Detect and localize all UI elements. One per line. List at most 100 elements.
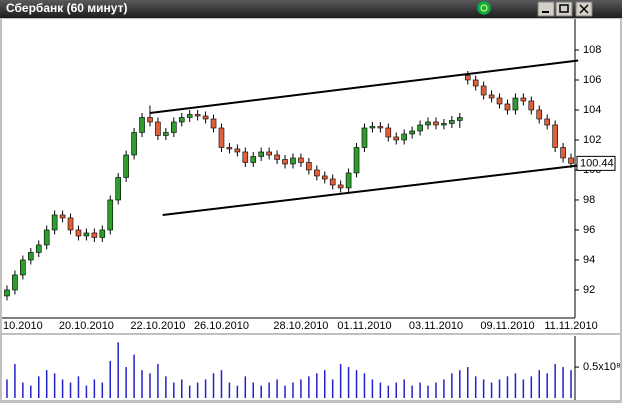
volume-bar xyxy=(141,370,143,398)
candle-body xyxy=(417,124,423,132)
candle-body xyxy=(441,123,447,126)
volume-bar xyxy=(562,367,564,398)
volume-bar xyxy=(482,379,485,398)
volume-bar xyxy=(149,373,151,398)
volume-bar xyxy=(347,367,350,398)
y-tick-label: 104 xyxy=(583,104,601,116)
candle-body xyxy=(433,121,439,126)
volume-bar xyxy=(181,379,183,398)
volume-bar xyxy=(93,379,96,398)
candle-body xyxy=(401,133,407,141)
volume-bar xyxy=(427,385,429,398)
candle-body xyxy=(139,117,145,133)
volume-bar xyxy=(133,354,135,398)
volume-bar xyxy=(212,373,215,398)
candle-body xyxy=(512,97,519,111)
candle-body xyxy=(504,103,511,111)
last-price-box xyxy=(576,155,616,171)
y-tick-label: 98 xyxy=(583,194,595,206)
volume-bar xyxy=(188,385,191,398)
volume-bar xyxy=(498,379,501,398)
volume-bar xyxy=(379,382,382,398)
candle-body xyxy=(194,114,201,117)
minimize-button[interactable] xyxy=(537,1,555,17)
candle-body xyxy=(568,157,574,164)
volume-bar xyxy=(284,385,286,398)
candle-body xyxy=(329,178,336,186)
status-icon[interactable] xyxy=(477,1,491,15)
candle-body xyxy=(12,274,18,291)
candle-body xyxy=(43,229,50,246)
volume-bar xyxy=(125,367,127,398)
x-tick-label: 01.11.2010 xyxy=(337,320,391,332)
candle-body xyxy=(457,117,463,121)
candle-body xyxy=(282,159,288,165)
volume-tick-label: 0.5x10⁸ xyxy=(583,361,621,373)
candle-body xyxy=(496,97,503,105)
volume-bar xyxy=(173,382,175,398)
volume-bar xyxy=(101,382,104,398)
y-tick-label: 92 xyxy=(583,284,595,296)
candle-body xyxy=(321,175,328,180)
candle-body xyxy=(163,132,169,136)
x-tick-label: 28.10.2010 xyxy=(273,320,328,332)
candle-body xyxy=(369,126,376,129)
candle-body xyxy=(385,127,392,138)
volume-bar xyxy=(522,379,525,398)
volume-bar xyxy=(165,376,167,398)
candle-body xyxy=(75,229,82,237)
volume-bar xyxy=(14,363,16,398)
x-tick-label: 22.10.2010 xyxy=(130,320,185,332)
y-tick-label: 102 xyxy=(583,134,601,146)
volume-bar xyxy=(490,382,493,398)
candle-body xyxy=(131,132,137,156)
candle-body xyxy=(258,151,264,157)
volume-bar xyxy=(316,373,318,398)
candle-body xyxy=(290,157,296,165)
volume-bar xyxy=(157,363,159,398)
candle-body xyxy=(464,75,471,81)
volume-bar xyxy=(260,385,262,398)
volume-bar xyxy=(339,363,342,398)
trend-line xyxy=(162,164,579,216)
volume-bar xyxy=(443,379,445,398)
volume-bar xyxy=(69,382,72,398)
candle-body xyxy=(528,100,535,111)
candle-body xyxy=(337,184,344,189)
volume-bar xyxy=(292,382,294,398)
candle-body xyxy=(552,124,558,148)
volume-bar xyxy=(308,376,310,398)
x-tick-label: 26.10.2010 xyxy=(194,320,249,332)
candle-body xyxy=(544,118,550,126)
y-tick-label: 94 xyxy=(583,254,595,266)
volume-bar xyxy=(554,363,556,398)
candle-body xyxy=(298,157,304,163)
maximize-button[interactable] xyxy=(555,1,573,17)
volume-bar xyxy=(6,379,8,398)
candle-body xyxy=(234,148,241,153)
volume-bar xyxy=(61,379,64,398)
volume-bar xyxy=(570,370,572,398)
candle-body xyxy=(266,151,272,156)
x-tick-label: 11.11.2010 xyxy=(544,320,597,332)
candle-body xyxy=(178,117,185,123)
candle-body xyxy=(91,232,98,238)
volume-bar xyxy=(204,379,207,398)
volume-bar xyxy=(395,382,397,398)
volume-bar xyxy=(252,382,254,398)
x-tick-label: 09.11.2010 xyxy=(480,320,534,332)
volume-bar xyxy=(45,370,48,398)
candle-body xyxy=(488,94,495,99)
candle-body xyxy=(377,126,384,129)
candle-body xyxy=(306,162,312,171)
volume-bar xyxy=(371,379,374,398)
candle-body xyxy=(393,136,400,141)
candle-body xyxy=(520,97,527,102)
volume-bar xyxy=(220,370,223,398)
volume-bar xyxy=(538,370,540,398)
candle-body xyxy=(314,169,320,177)
candle-body xyxy=(4,289,10,297)
volume-bar xyxy=(514,373,517,398)
y-tick-label: 108 xyxy=(583,44,601,56)
